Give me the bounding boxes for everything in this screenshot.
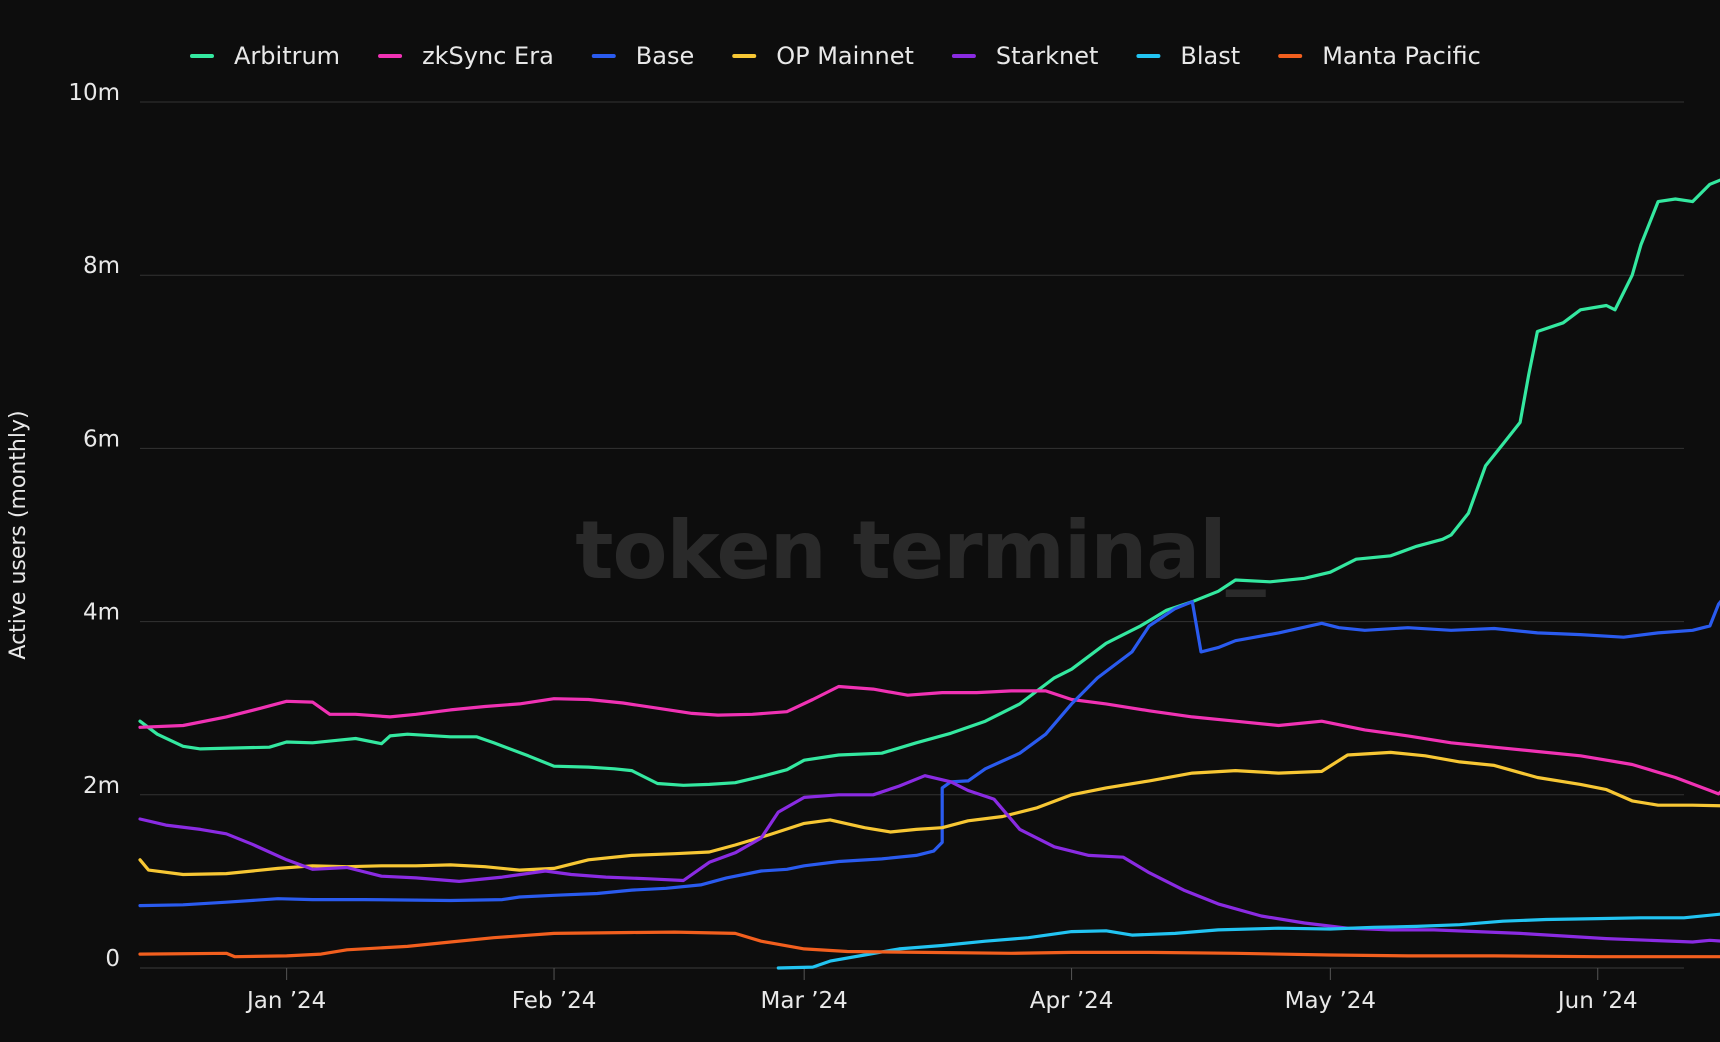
legend-item-arbitrum[interactable]: Arbitrum [190, 42, 340, 70]
y-axis-title: Active users (monthly) [6, 410, 31, 659]
x-tick-label: Apr ’24 [1030, 988, 1114, 1014]
y-tick-label: 4m [83, 600, 120, 626]
series-line-starknet [138, 774, 1720, 944]
watermark: token terminal_ [575, 504, 1265, 597]
series-line-arbitrum [138, 178, 1720, 787]
legend-item-op-mainnet[interactable]: OP Mainnet [732, 42, 914, 70]
x-tick-label: Mar ’24 [761, 988, 848, 1014]
y-tick-label: 2m [83, 773, 120, 799]
series-line-blast [776, 912, 1720, 970]
legend-label: Arbitrum [234, 42, 340, 70]
series-lines [138, 178, 1720, 970]
legend-label: zkSync Era [422, 42, 554, 70]
legend-item-starknet[interactable]: Starknet [951, 42, 1099, 70]
legend-label: Blast [1180, 42, 1240, 70]
x-tick-label: May ’24 [1285, 988, 1376, 1014]
legend-label: OP Mainnet [776, 42, 914, 70]
y-tick-label: 0 [105, 946, 120, 972]
series-line-base [138, 599, 1720, 908]
legend-label: Manta Pacific [1322, 42, 1481, 70]
x-tick-label: Jan ’24 [245, 988, 326, 1014]
series-line-zksync-era [138, 684, 1720, 796]
y-axis-ticks: 0 2m 4m 6m 8m 10m [68, 80, 120, 972]
x-tick-label: Jun ’24 [1556, 988, 1638, 1014]
legend-label: Base [636, 42, 694, 70]
series-line-op-mainnet [138, 750, 1720, 877]
legend-label: Starknet [996, 42, 1099, 70]
x-tick-label: Feb ’24 [512, 988, 597, 1014]
grid [140, 101, 1684, 969]
legend: Arbitrum zkSync Era Base OP Mainnet Starknet… [190, 42, 1481, 70]
y-tick-label: 6m [83, 426, 120, 452]
legend-item-base[interactable]: Base [591, 42, 694, 70]
y-tick-label: 8m [83, 253, 120, 279]
series-line-manta-pacific [138, 930, 1720, 959]
legend-item-zksync-era[interactable]: zkSync Era [378, 42, 554, 70]
y-tick-label: 10m [68, 80, 120, 106]
legend-item-blast[interactable]: Blast [1136, 42, 1240, 70]
legend-item-manta-pacific[interactable]: Manta Pacific [1278, 42, 1481, 70]
x-axis-ticks: Jan ’24 Feb ’24 Mar ’24 Apr ’24 May ’24 Jun ’… [245, 968, 1638, 1014]
